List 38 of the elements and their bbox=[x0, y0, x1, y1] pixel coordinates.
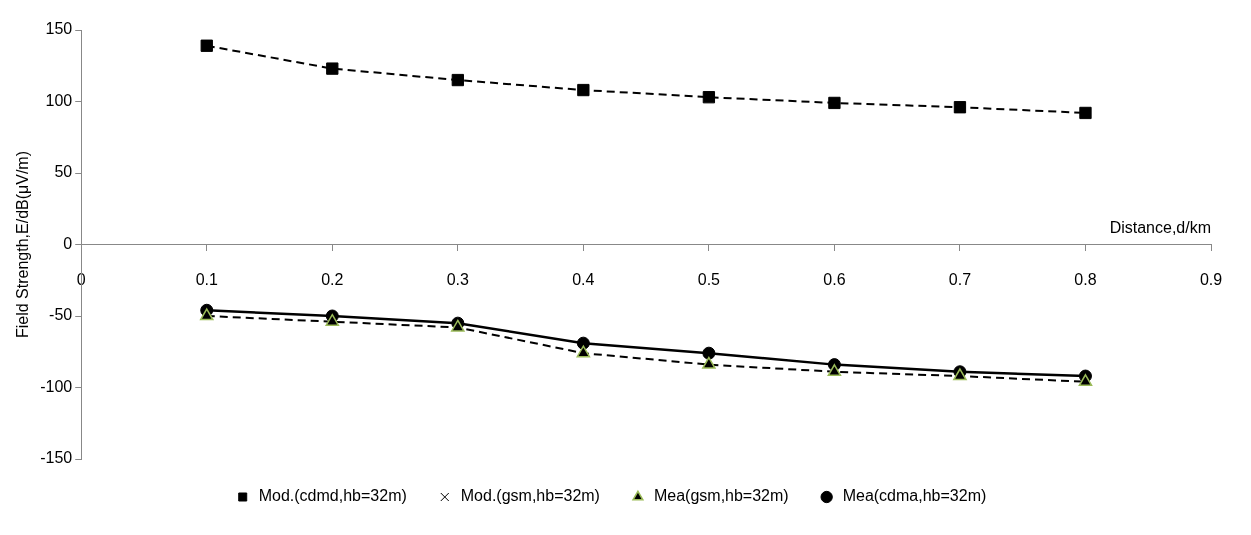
x-tick-label: 0.4 bbox=[572, 270, 595, 288]
x-axis-title: Distance,d/km bbox=[1109, 218, 1211, 236]
point bbox=[576, 336, 590, 350]
y-tick-label: 50 bbox=[54, 163, 73, 181]
y-axis-title: Field Strength,E/dB(μV/m) bbox=[14, 150, 32, 339]
x-tick-label: 0.8 bbox=[1074, 270, 1097, 288]
point bbox=[827, 364, 842, 377]
x-tick-label: 0.6 bbox=[823, 270, 846, 288]
y-tick-label: 0 bbox=[63, 234, 73, 252]
point bbox=[702, 356, 716, 369]
y-tick-label: 100 bbox=[45, 91, 73, 109]
x-tick-label: 0.1 bbox=[195, 270, 218, 288]
point bbox=[1079, 106, 1092, 120]
legend-label: Mod.(gsm,hb=32m) bbox=[460, 487, 600, 505]
point bbox=[953, 101, 967, 114]
x-tick-label: 0.3 bbox=[446, 270, 470, 288]
point bbox=[702, 346, 716, 360]
x-tick-label: 0.2 bbox=[321, 270, 344, 288]
y-tick-label: 150 bbox=[45, 20, 73, 38]
x-tick-label: 0.5 bbox=[697, 270, 721, 288]
x-tick-label: 0.7 bbox=[948, 270, 972, 288]
point bbox=[325, 313, 340, 326]
legend-label: Mod.(cdmd,hb=32m) bbox=[258, 487, 407, 505]
point bbox=[200, 39, 213, 52]
y-tick-label: -150 bbox=[40, 449, 73, 467]
point bbox=[1078, 374, 1093, 387]
y-tick-label: -50 bbox=[49, 306, 73, 324]
point bbox=[828, 96, 841, 110]
point bbox=[702, 91, 716, 104]
y-tick-label: -100 bbox=[40, 377, 73, 395]
point bbox=[199, 308, 214, 321]
point bbox=[577, 83, 590, 97]
legend-label: Mea(cdma,hb=32m) bbox=[842, 487, 987, 505]
x-tick-label: 0.9 bbox=[1199, 270, 1223, 288]
point bbox=[326, 62, 339, 75]
legend-label: Mea(gsm,hb=32m) bbox=[653, 487, 789, 505]
point bbox=[576, 345, 591, 358]
point bbox=[451, 73, 464, 87]
